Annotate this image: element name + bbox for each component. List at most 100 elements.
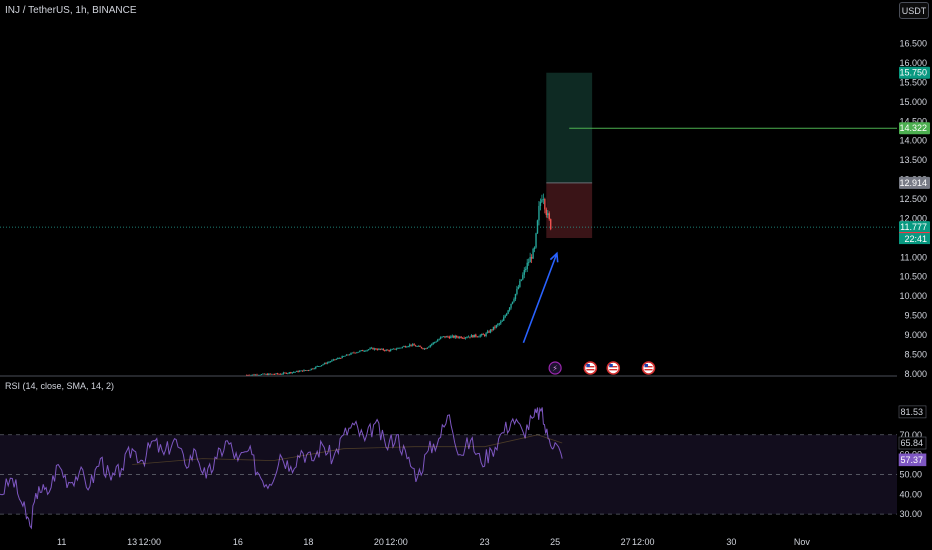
candle-body (300, 370, 302, 372)
candle-body (278, 373, 280, 375)
candle-body (353, 352, 355, 354)
price-tick-label: 14.000 (899, 136, 927, 146)
candle-body (251, 374, 254, 376)
candle-body (265, 373, 267, 375)
candle-body (363, 350, 365, 352)
candle-body (270, 373, 273, 375)
candle-body (513, 299, 515, 302)
flag-stripe (586, 369, 595, 371)
candle-body (307, 370, 310, 371)
candle-body (360, 350, 362, 352)
candle-body (392, 348, 395, 350)
price-tag-label: 11.777 (900, 222, 927, 232)
candle-body (488, 331, 490, 333)
candle-body (262, 373, 264, 375)
candle-body (492, 326, 495, 331)
candle-body (533, 247, 536, 249)
candle-body (367, 349, 370, 351)
price-tick-label: 16.000 (899, 58, 927, 68)
rsi-tag-label: 65.84 (900, 438, 923, 448)
candle-body (420, 346, 423, 349)
flag-us-icon[interactable] (583, 361, 598, 375)
candle-body (312, 368, 314, 370)
currency-button[interactable]: USDT (899, 2, 929, 19)
candle-body (293, 372, 295, 373)
event-markers[interactable]: ⚡ (548, 361, 656, 375)
candle-body (331, 360, 333, 362)
bolt-icon[interactable] (548, 361, 562, 375)
candle-body (454, 335, 456, 338)
candle-body (326, 362, 329, 364)
candle-body (483, 334, 486, 336)
drawings[interactable] (0, 127, 897, 344)
candle-body (530, 257, 533, 259)
candle-body (480, 334, 483, 336)
price-tick-label: 11.000 (900, 252, 927, 262)
candle-body (316, 366, 318, 367)
candle-body (500, 321, 502, 324)
stop-zone[interactable] (546, 182, 593, 239)
candle-body (417, 345, 420, 347)
time-tick-label: 25 (550, 537, 560, 547)
candle-body (511, 301, 514, 304)
candle-body (425, 348, 427, 350)
time-tick-label: 12:00 (632, 537, 655, 547)
rsi-tick-label: 70.00 (899, 430, 922, 440)
price-tag-horizontal-line (899, 122, 930, 135)
candle-body (510, 303, 512, 308)
candle-body (317, 366, 320, 367)
candle-body (250, 374, 252, 376)
candle-body (282, 372, 285, 374)
candle-body (320, 365, 323, 366)
candle-body (419, 345, 421, 347)
candle-body (322, 364, 324, 366)
price-tag-label: 15.750 (899, 68, 927, 78)
candle-body (256, 374, 258, 376)
candle-body (495, 325, 498, 328)
candle-body (394, 348, 396, 350)
candle-body (259, 375, 261, 376)
candle-body (457, 337, 459, 338)
candle-body (545, 209, 548, 216)
candle-body (369, 348, 371, 350)
candle-body (532, 248, 534, 259)
candle-body (403, 346, 405, 348)
candle-body (315, 366, 317, 369)
trend-arrow[interactable] (522, 253, 558, 344)
candle-body (325, 362, 327, 364)
rsi-tags: 81.53 65.84 57.37 (898, 405, 927, 467)
candle-body (370, 347, 373, 349)
candle-body (503, 317, 505, 321)
candle-body (438, 339, 440, 341)
candle-body (439, 337, 442, 340)
candle-body (527, 262, 530, 264)
flag-stripe (586, 366, 595, 368)
rsi-tag-rsi (898, 453, 927, 467)
candle-body (472, 335, 474, 338)
long-position-tool[interactable] (546, 72, 593, 239)
flag-us-icon[interactable] (641, 361, 656, 375)
rsi-tag-label: 57.37 (900, 455, 923, 465)
candle-body (395, 348, 398, 350)
candle-body (450, 336, 452, 339)
flag-us-icon[interactable] (606, 361, 621, 375)
rsi-tick-label: 30.00 (899, 509, 922, 519)
candle-body (406, 346, 408, 348)
candle-body (337, 358, 339, 359)
candle-body (520, 279, 523, 281)
candle-body (414, 345, 417, 347)
candle-body (475, 334, 477, 337)
candle-body (456, 335, 458, 338)
candle-body (378, 348, 380, 350)
candle-body (407, 346, 409, 348)
candle-body (310, 368, 313, 370)
time-axis[interactable]: 11 13 12:00 16 18 20 12:00 23 25 27 12:00 30 Nov (57, 537, 810, 547)
flag-canton (644, 364, 649, 367)
time-tick-label: 13 (127, 537, 137, 547)
time-tick-label: 30 (726, 537, 736, 547)
candle-body (345, 354, 348, 356)
candle-body (298, 370, 301, 372)
candle-body (319, 365, 321, 367)
price-tick-label: 12.500 (899, 194, 927, 204)
